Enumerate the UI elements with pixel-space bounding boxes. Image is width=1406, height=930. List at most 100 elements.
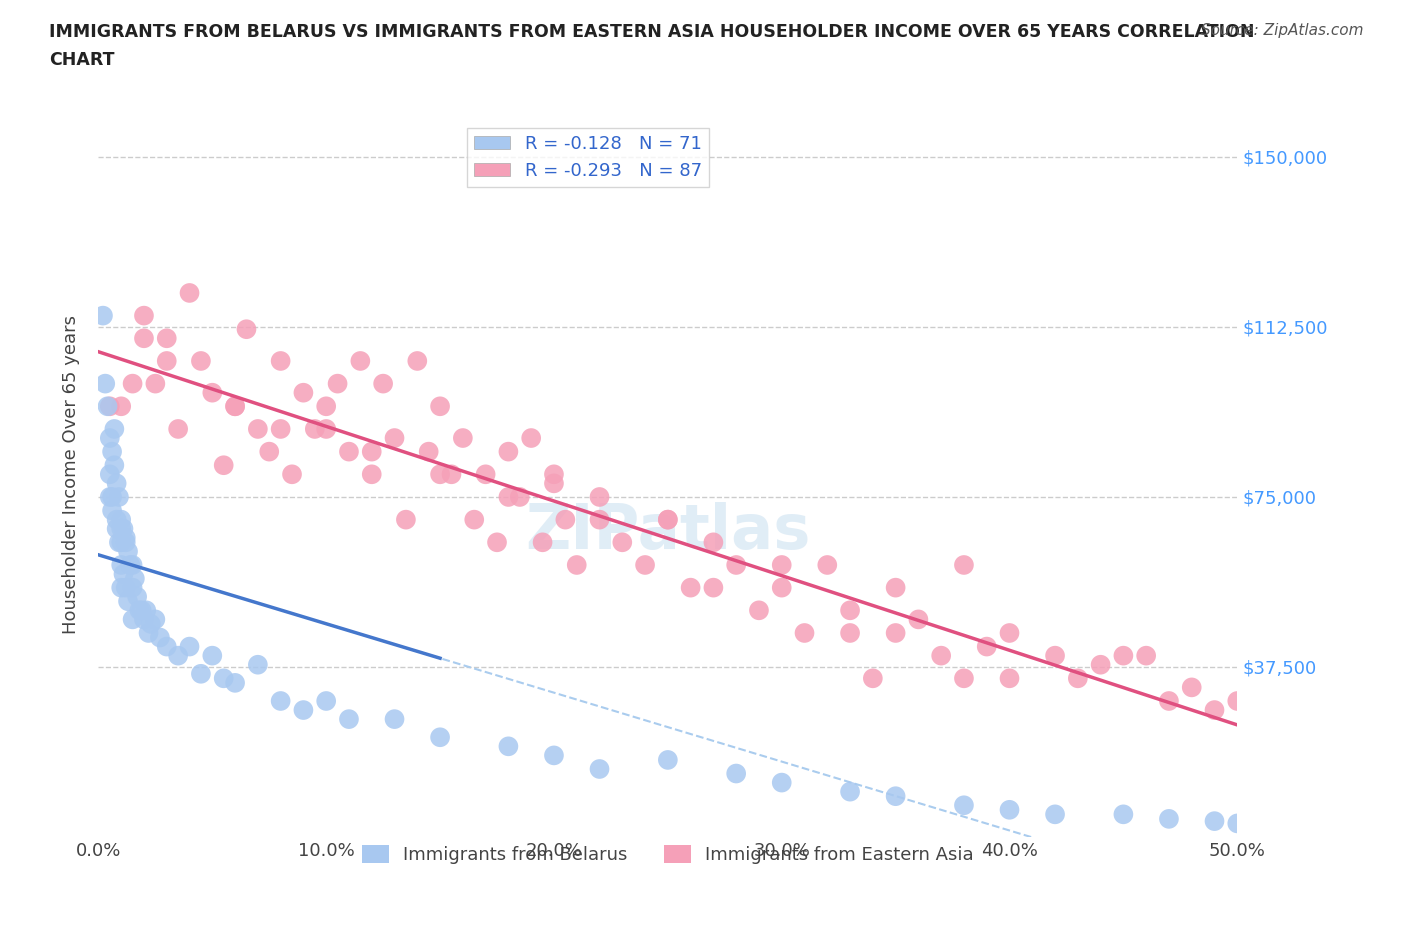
Point — [884, 580, 907, 595]
Point — [1157, 811, 1180, 827]
Point — [1067, 671, 1090, 685]
Point — [110, 580, 132, 595]
Point — [815, 558, 838, 573]
Point — [657, 512, 679, 527]
Point — [725, 766, 748, 781]
Point — [108, 489, 131, 504]
Point — [463, 512, 485, 527]
Point — [156, 331, 179, 346]
Point — [520, 431, 543, 445]
Point — [167, 421, 190, 436]
Point — [770, 558, 793, 573]
Point — [124, 571, 146, 586]
Point — [110, 399, 132, 414]
Point — [1157, 694, 1180, 709]
Text: Source: ZipAtlas.com: Source: ZipAtlas.com — [1201, 23, 1364, 38]
Point — [135, 603, 157, 618]
Point — [474, 467, 496, 482]
Point — [132, 331, 155, 346]
Point — [588, 489, 610, 504]
Point — [110, 535, 132, 550]
Point — [498, 738, 520, 753]
Point — [138, 626, 160, 641]
Point — [337, 445, 360, 459]
Point — [679, 580, 702, 595]
Point — [110, 521, 132, 536]
Point — [554, 512, 576, 527]
Point — [862, 671, 884, 685]
Point — [543, 467, 565, 482]
Point — [201, 648, 224, 663]
Point — [212, 458, 235, 472]
Point — [270, 421, 292, 436]
Point — [839, 784, 862, 799]
Point — [292, 703, 315, 718]
Point — [149, 631, 172, 645]
Point — [498, 445, 520, 459]
Point — [770, 776, 793, 790]
Point — [793, 626, 815, 641]
Text: CHART: CHART — [49, 51, 115, 69]
Point — [1090, 658, 1112, 672]
Point — [98, 467, 121, 482]
Point — [451, 431, 474, 445]
Point — [121, 580, 143, 595]
Point — [91, 308, 114, 323]
Point — [101, 445, 124, 459]
Point — [224, 399, 246, 414]
Point — [725, 558, 748, 573]
Point — [702, 580, 724, 595]
Point — [145, 377, 167, 392]
Point — [139, 617, 162, 631]
Point — [94, 377, 117, 392]
Point — [486, 535, 509, 550]
Point — [156, 353, 179, 368]
Point — [212, 671, 235, 685]
Point — [384, 431, 406, 445]
Point — [998, 803, 1021, 817]
Point — [190, 353, 212, 368]
Point — [128, 603, 150, 618]
Point — [498, 489, 520, 504]
Point — [657, 752, 679, 767]
Point — [132, 612, 155, 627]
Point — [281, 467, 304, 482]
Point — [384, 711, 406, 726]
Point — [337, 711, 360, 726]
Point — [770, 580, 793, 595]
Point — [953, 558, 976, 573]
Point — [418, 445, 440, 459]
Point — [371, 377, 394, 392]
Point — [748, 603, 770, 618]
Point — [1043, 807, 1066, 822]
Point — [112, 521, 135, 536]
Point — [110, 558, 132, 573]
Point — [304, 421, 326, 436]
Point — [224, 675, 246, 690]
Point — [1204, 703, 1226, 718]
Point — [259, 445, 281, 459]
Point — [127, 590, 149, 604]
Point — [101, 503, 124, 518]
Legend: Immigrants from Belarus, Immigrants from Eastern Asia: Immigrants from Belarus, Immigrants from… — [354, 838, 981, 871]
Point — [110, 512, 132, 527]
Point — [406, 353, 429, 368]
Point — [117, 594, 139, 609]
Point — [121, 558, 143, 573]
Point — [246, 421, 269, 436]
Point — [114, 530, 136, 545]
Point — [657, 512, 679, 527]
Point — [1112, 807, 1135, 822]
Point — [429, 730, 451, 745]
Point — [201, 385, 224, 400]
Y-axis label: Householder Income Over 65 years: Householder Income Over 65 years — [62, 314, 80, 634]
Point — [429, 467, 451, 482]
Point — [108, 535, 131, 550]
Point — [1043, 648, 1066, 663]
Point — [103, 458, 125, 472]
Point — [315, 399, 337, 414]
Point — [929, 648, 952, 663]
Point — [96, 399, 118, 414]
Point — [588, 762, 610, 777]
Point — [98, 431, 121, 445]
